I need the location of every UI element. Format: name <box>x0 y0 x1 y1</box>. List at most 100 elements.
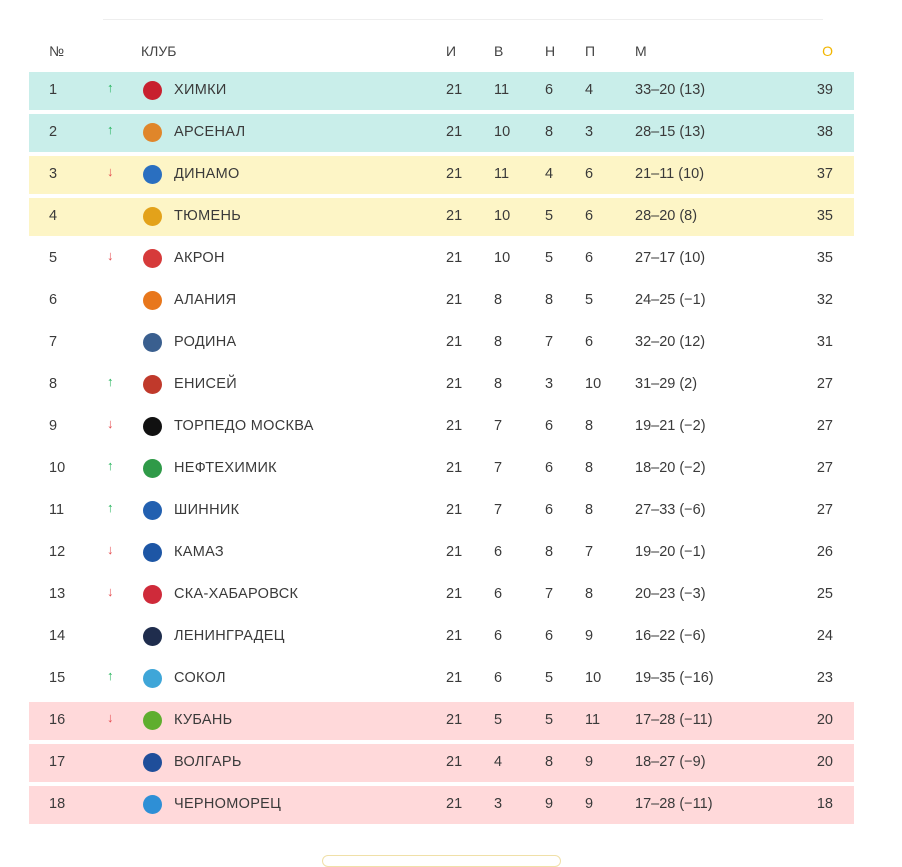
club-name-link[interactable]: ТОРПЕДО МОСКВА <box>174 418 314 434</box>
position-cell: 14 <box>49 628 66 644</box>
header-draws[interactable]: Н <box>545 43 556 59</box>
neftekhimik-logo-icon[interactable] <box>143 459 162 478</box>
club-name-link[interactable]: АЛАНИЯ <box>174 292 237 308</box>
draws-cell: 8 <box>545 754 554 770</box>
table-row[interactable]: 6 АЛАНИЯ 21 8 8 5 24–25 (−1) 32 <box>29 282 854 320</box>
club-name-link[interactable]: ШИННИК <box>174 502 240 518</box>
show-more-button[interactable] <box>322 855 561 867</box>
losses-cell: 10 <box>585 670 602 686</box>
wins-cell: 5 <box>494 712 503 728</box>
club-name-link[interactable]: ХИМКИ <box>174 82 227 98</box>
shinnik-logo-icon[interactable] <box>143 501 162 520</box>
header-losses[interactable]: П <box>585 43 596 59</box>
club-name-link[interactable]: ЕНИСЕЙ <box>174 376 237 392</box>
club-name-link[interactable]: СКА-ХАБАРОВСК <box>174 586 299 602</box>
games-cell: 21 <box>446 754 463 770</box>
rodina-logo-icon[interactable] <box>143 333 162 352</box>
losses-cell: 9 <box>585 754 594 770</box>
goals-cell: 18–27 (−9) <box>635 754 706 770</box>
chernomorets-logo-icon[interactable] <box>143 795 162 814</box>
club-name-link[interactable]: ТЮМЕНЬ <box>174 208 242 224</box>
torpedo-logo-icon[interactable] <box>143 417 162 436</box>
losses-cell: 5 <box>585 292 594 308</box>
table-row[interactable]: 5 ↓ АКРОН 21 10 5 6 27–17 (10) 35 <box>29 240 854 278</box>
table-row[interactable]: 7 РОДИНА 21 8 7 6 32–20 (12) 31 <box>29 324 854 362</box>
club-name-link[interactable]: КУБАНЬ <box>174 712 233 728</box>
position-cell: 2 <box>49 124 58 140</box>
sokol-logo-icon[interactable] <box>143 669 162 688</box>
header-points[interactable]: О <box>822 43 833 59</box>
table-row[interactable]: 10 ↑ НЕФТЕХИМИК 21 7 6 8 18–20 (−2) 27 <box>29 450 854 488</box>
points-cell: 24 <box>816 628 833 644</box>
goals-cell: 33–20 (13) <box>635 82 706 98</box>
draws-cell: 7 <box>545 334 554 350</box>
table-row[interactable]: 1 ↑ ХИМКИ 21 11 6 4 33–20 (13) 39 <box>29 72 854 110</box>
club-name-link[interactable]: СОКОЛ <box>174 670 226 686</box>
table-header: № КЛУБ И В Н П М О <box>29 30 854 72</box>
position-cell: 18 <box>49 796 66 812</box>
table-row[interactable]: 4 ТЮМЕНЬ 21 10 5 6 28–20 (8) 35 <box>29 198 854 236</box>
volgar-logo-icon[interactable] <box>143 753 162 772</box>
table-row[interactable]: 15 ↑ СОКОЛ 21 6 5 10 19–35 (−16) 23 <box>29 660 854 698</box>
draws-cell: 5 <box>545 250 554 266</box>
points-cell: 18 <box>816 796 833 812</box>
table-row[interactable]: 8 ↑ ЕНИСЕЙ 21 8 3 10 31–29 (2) 27 <box>29 366 854 404</box>
alania-logo-icon[interactable] <box>143 291 162 310</box>
table-row[interactable]: 11 ↑ ШИННИК 21 7 6 8 27–33 (−6) 27 <box>29 492 854 530</box>
table-row[interactable]: 9 ↓ ТОРПЕДО МОСКВА 21 7 6 8 19–21 (−2) 27 <box>29 408 854 446</box>
arrow-down-icon: ↓ <box>107 584 114 599</box>
table-row[interactable]: 16 ↓ КУБАНЬ 21 5 5 11 17–28 (−11) 20 <box>29 702 854 740</box>
ska-logo-icon[interactable] <box>143 585 162 604</box>
club-name-link[interactable]: ЧЕРНОМОРЕЦ <box>174 796 282 812</box>
position-cell: 11 <box>49 502 65 518</box>
club-name-link[interactable]: ЛЕНИНГРАДЕЦ <box>174 628 285 644</box>
arrow-down-icon: ↓ <box>107 710 114 725</box>
table-row[interactable]: 14 ЛЕНИНГРАДЕЦ 21 6 6 9 16–22 (−6) 24 <box>29 618 854 656</box>
games-cell: 21 <box>446 208 463 224</box>
header-club[interactable]: КЛУБ <box>141 43 177 59</box>
club-name-link[interactable]: РОДИНА <box>174 334 237 350</box>
club-name-link[interactable]: АРСЕНАЛ <box>174 124 246 140</box>
wins-cell: 8 <box>494 334 503 350</box>
club-name-link[interactable]: НЕФТЕХИМИК <box>174 460 277 476</box>
header-wins[interactable]: В <box>494 43 504 59</box>
goals-cell: 32–20 (12) <box>635 334 706 350</box>
goals-cell: 31–29 (2) <box>635 376 698 392</box>
club-name-link[interactable]: ВОЛГАРЬ <box>174 754 242 770</box>
position-cell: 7 <box>49 334 58 350</box>
wins-cell: 3 <box>494 796 503 812</box>
kuban-logo-icon[interactable] <box>143 711 162 730</box>
club-name-link[interactable]: КАМАЗ <box>174 544 224 560</box>
dinamo-logo-icon[interactable] <box>143 165 162 184</box>
losses-cell: 10 <box>585 376 602 392</box>
position-cell: 8 <box>49 376 58 392</box>
header-goals[interactable]: М <box>635 43 647 59</box>
wins-cell: 6 <box>494 670 503 686</box>
goals-cell: 20–23 (−3) <box>635 586 706 602</box>
khimki-logo-icon[interactable] <box>143 81 162 100</box>
losses-cell: 6 <box>585 334 594 350</box>
club-name-link[interactable]: АКРОН <box>174 250 225 266</box>
table-row[interactable]: 2 ↑ АРСЕНАЛ 21 10 8 3 28–15 (13) 38 <box>29 114 854 152</box>
yenisey-logo-icon[interactable] <box>143 375 162 394</box>
losses-cell: 7 <box>585 544 594 560</box>
position-cell: 9 <box>49 418 58 434</box>
arsenal-logo-icon[interactable] <box>143 123 162 142</box>
header-games[interactable]: И <box>446 43 457 59</box>
table-row[interactable]: 3 ↓ ДИНАМО 21 11 4 6 21–11 (10) 37 <box>29 156 854 194</box>
points-cell: 38 <box>816 124 833 140</box>
akron-logo-icon[interactable] <box>143 249 162 268</box>
table-row[interactable]: 17 ВОЛГАРЬ 21 4 8 9 18–27 (−9) 20 <box>29 744 854 782</box>
points-cell: 35 <box>816 250 833 266</box>
table-row[interactable]: 18 ЧЕРНОМОРЕЦ 21 3 9 9 17–28 (−11) 18 <box>29 786 854 824</box>
tyumen-logo-icon[interactable] <box>143 207 162 226</box>
points-cell: 23 <box>816 670 833 686</box>
table-row[interactable]: 12 ↓ КАМАЗ 21 6 8 7 19–20 (−1) 26 <box>29 534 854 572</box>
leningradets-logo-icon[interactable] <box>143 627 162 646</box>
goals-cell: 17–28 (−11) <box>635 796 713 812</box>
kamaz-logo-icon[interactable] <box>143 543 162 562</box>
club-name-link[interactable]: ДИНАМО <box>174 166 240 182</box>
draws-cell: 6 <box>545 460 554 476</box>
goals-cell: 19–35 (−16) <box>635 670 714 686</box>
table-row[interactable]: 13 ↓ СКА-ХАБАРОВСК 21 6 7 8 20–23 (−3) 25 <box>29 576 854 614</box>
